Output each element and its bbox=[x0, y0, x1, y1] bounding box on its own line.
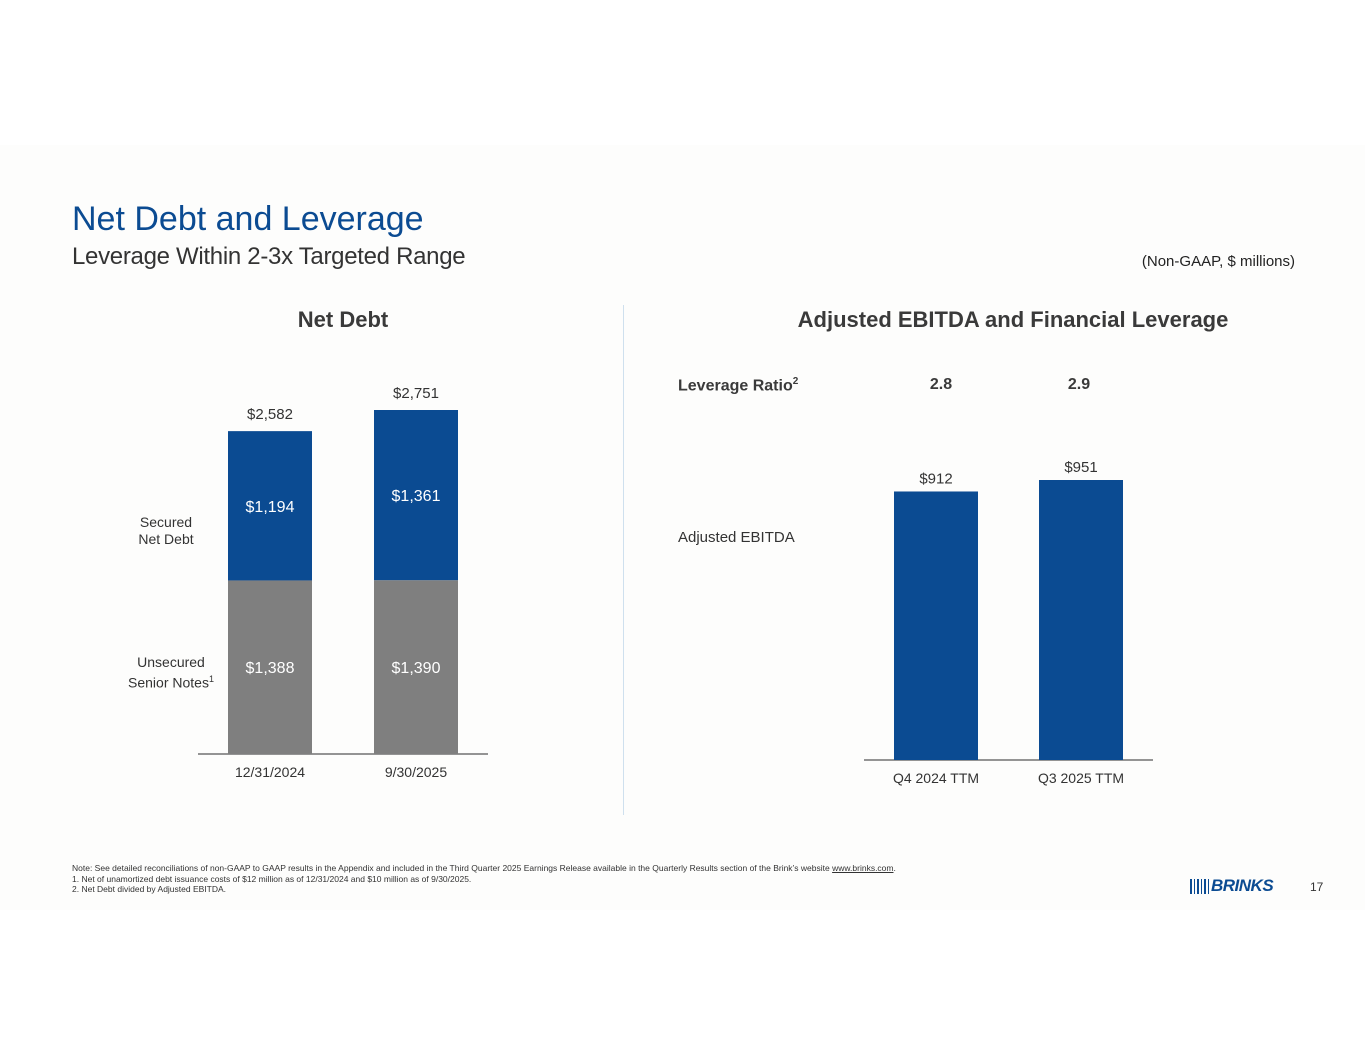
footnote-marker-1: 1 bbox=[208, 674, 214, 684]
bar-value-label: $912 bbox=[919, 470, 952, 487]
bar-value-label: $951 bbox=[1064, 459, 1097, 476]
unsecured-notes-label-text: Unsecured Senior Notes bbox=[128, 654, 209, 691]
note-text: Note: See detailed reconciliations of no… bbox=[72, 863, 833, 873]
bar-value-label: $1,390 bbox=[392, 660, 441, 677]
x-tick-label: Q4 2024 TTM bbox=[893, 770, 979, 786]
net-debt-chart-title: Net Debt bbox=[297, 307, 389, 332]
page-subtitle: Leverage Within 2-3x Targeted Range bbox=[72, 243, 466, 270]
bar-value-label: $1,361 bbox=[392, 488, 441, 505]
unsecured-notes-label: Unsecured Senior Notes1 bbox=[128, 654, 214, 692]
leverage-ratio-value: 2.8 bbox=[929, 376, 953, 393]
page-title: Net Debt and Leverage bbox=[72, 200, 424, 238]
bar-value-label: $1,194 bbox=[246, 499, 295, 516]
brinks-website-link[interactable]: www.brinks.com bbox=[832, 863, 894, 873]
note-line: Note: See detailed reconciliations of no… bbox=[72, 863, 896, 874]
x-tick-label: Q3 2025 TTM bbox=[1038, 770, 1124, 786]
x-tick-label: 9/30/2025 bbox=[385, 764, 447, 780]
ebitda-bar bbox=[894, 491, 978, 760]
ebitda-chart-title: Adjusted EBITDA and Financial Leverage bbox=[797, 307, 1229, 332]
unsecured-notes-bar bbox=[228, 580, 312, 754]
secured-net-debt-label: Secured Net Debt bbox=[138, 514, 194, 547]
unsecured-notes-bar bbox=[374, 580, 458, 754]
panel-divider bbox=[623, 305, 624, 815]
logo-wordmark: BRINKS bbox=[1211, 876, 1274, 895]
adjusted-ebitda-label: Adjusted EBITDA bbox=[678, 529, 795, 546]
footnote-2: 2. Net Debt divided by Adjusted EBITDA. bbox=[72, 884, 227, 894]
leverage-ratio-label-text: Leverage Ratio bbox=[678, 377, 793, 395]
ebitda-bar bbox=[1039, 480, 1123, 760]
net-debt-chart: $1,388 $1,194 $2,582 12/31/2024 $1,390 $1,361… bbox=[198, 385, 488, 780]
footnote-1: 1. Net of unamortized debt issuance cost… bbox=[72, 873, 472, 884]
x-tick-label: 12/31/2024 bbox=[235, 764, 305, 780]
secured-debt-bar bbox=[228, 431, 312, 581]
slide: Net Debt and Leverage Leverage Within 2-… bbox=[0, 145, 1365, 910]
leverage-ratio-label: Leverage Ratio2 bbox=[678, 376, 798, 395]
leverage-ratio-value: 2.9 bbox=[1067, 376, 1091, 393]
secured-debt-bar bbox=[374, 410, 458, 581]
bar-value-label: $1,388 bbox=[246, 660, 295, 677]
footnote-marker-2: 2 bbox=[792, 376, 799, 387]
brinks-logo: BRINKS bbox=[1190, 876, 1274, 895]
footnotes: Note: See detailed reconciliations of no… bbox=[72, 863, 896, 895]
page-number: 17 bbox=[1310, 880, 1324, 894]
logo-stripes-icon bbox=[1190, 878, 1209, 894]
bar-total-label: $2,582 bbox=[247, 406, 293, 423]
ebitda-chart: $912 Q4 2024 TTM $951 Q3 2025 TTM bbox=[864, 459, 1153, 786]
bar-total-label: $2,751 bbox=[393, 385, 439, 402]
units-note: (Non-GAAP, $ millions) bbox=[1141, 253, 1295, 270]
note-suffix: . bbox=[893, 863, 896, 873]
